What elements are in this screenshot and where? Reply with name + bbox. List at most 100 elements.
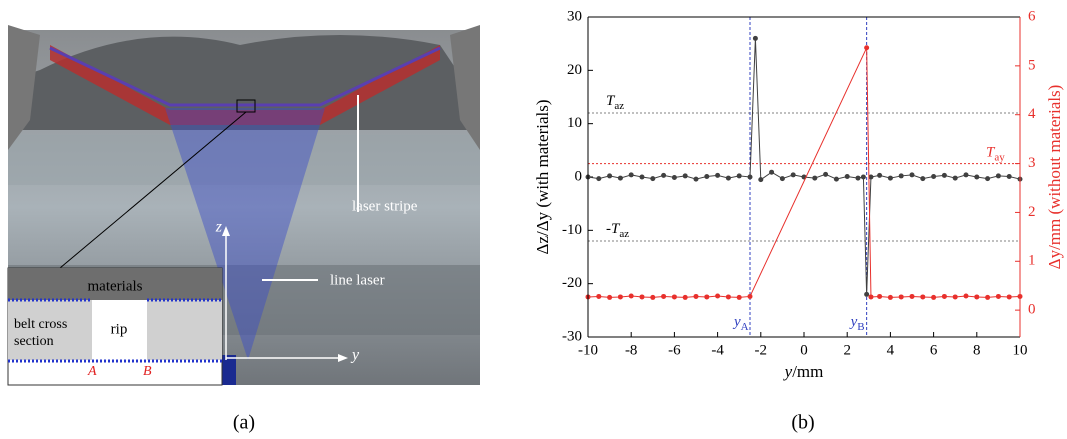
data-point [671, 175, 677, 181]
data-point [628, 293, 634, 299]
data-point [617, 175, 623, 181]
axis-label: z [215, 219, 223, 236]
y2-tick-label: 1 [1028, 253, 1036, 269]
y-axis-title: Δz/Δy (with materials) [533, 100, 552, 255]
y-tick-label: 20 [567, 62, 582, 78]
data-point [974, 294, 980, 300]
data-point [747, 174, 753, 180]
y-tick-label: -30 [562, 328, 582, 344]
data-point [671, 294, 677, 300]
data-point [864, 45, 870, 51]
annotation-text: y [732, 314, 741, 330]
data-point [1006, 173, 1012, 179]
data-point [715, 172, 721, 178]
data-point [779, 176, 785, 182]
data-point [747, 293, 753, 299]
data-point [931, 173, 937, 179]
y-tick-label: -10 [562, 222, 582, 238]
annotation-sub: az [619, 228, 629, 240]
x-tick-label: 0 [800, 342, 808, 358]
x-tick-label: -8 [625, 342, 638, 358]
data-point [661, 293, 667, 299]
data-point [650, 176, 656, 182]
data-point [887, 175, 893, 181]
data-point [995, 173, 1001, 179]
data-point [628, 172, 634, 178]
y-tick-label: -20 [562, 275, 582, 291]
y2-tick-label: 3 [1028, 155, 1036, 171]
data-point [715, 293, 721, 299]
y2-tick-label: 6 [1028, 8, 1036, 24]
data-point [952, 175, 958, 181]
annotation: yA [732, 314, 749, 332]
point-label: B [143, 364, 152, 379]
panel-a-image [7, 25, 480, 386]
data-point [650, 294, 656, 300]
inset-label: belt cross [14, 317, 67, 332]
y2-tick-label: 4 [1028, 106, 1036, 122]
data-point [920, 176, 926, 182]
data-point [974, 174, 980, 180]
data-point [941, 293, 947, 299]
annotation-sub: B [857, 321, 864, 333]
x-tick-label: -4 [711, 342, 724, 358]
data-point [898, 294, 904, 300]
data-point [855, 175, 861, 181]
series-line [587, 47, 1021, 298]
data-point [617, 294, 623, 300]
annotation-sub: A [741, 321, 749, 333]
data-point [736, 294, 742, 300]
data-point [868, 294, 874, 300]
inset-label: rip [111, 321, 128, 337]
x-tick-label: 10 [1013, 342, 1028, 358]
x-axis-title-var: y [783, 362, 793, 381]
y-tick-label: 10 [567, 115, 582, 131]
data-point [920, 294, 926, 300]
data-point [704, 294, 710, 300]
data-point [860, 174, 866, 180]
x-tick-label: -6 [668, 342, 681, 358]
data-point [995, 293, 1001, 299]
caption: (a) [233, 412, 255, 434]
data-point [833, 176, 839, 182]
annotation-sub: ay [994, 151, 1005, 163]
annotation-text: T [606, 93, 616, 109]
x-tick-label: 4 [887, 342, 895, 358]
data-point [898, 173, 904, 179]
data-point [844, 173, 850, 179]
data-point [952, 294, 958, 300]
annotation: Tay [986, 145, 1005, 163]
axis-label: y [350, 347, 360, 364]
annotation: -Taz [606, 221, 629, 239]
y2-tick-label: 5 [1028, 57, 1036, 73]
data-point [736, 173, 742, 179]
annotation-sub: az [614, 100, 624, 112]
data-point [909, 293, 915, 299]
y-tick-label: 30 [567, 8, 582, 24]
caption: (b) [791, 412, 814, 434]
y2-tick-label: 2 [1028, 204, 1036, 220]
data-point [607, 294, 613, 300]
data-point [877, 172, 883, 178]
data-point [769, 169, 775, 175]
label: line laser [330, 272, 385, 288]
y2-tick-label: 0 [1028, 302, 1036, 318]
x-axis-title: y/mm [783, 362, 824, 381]
y-tick-label: 0 [575, 168, 583, 184]
data-point [607, 173, 613, 179]
data-point [941, 172, 947, 178]
annotation: yB [849, 314, 865, 332]
data-point [909, 172, 915, 178]
x-tick-label: 6 [930, 342, 938, 358]
data-point [985, 176, 991, 182]
annotation-text: T [986, 145, 996, 161]
data-point [682, 173, 688, 179]
annotation-text: -T [606, 221, 621, 237]
data-point [1006, 294, 1012, 300]
data-point [596, 176, 602, 182]
data-point [823, 171, 829, 177]
point-label: A [87, 364, 97, 379]
inset-label: materials [88, 278, 143, 294]
data-point [790, 172, 796, 178]
data-point [693, 293, 699, 299]
